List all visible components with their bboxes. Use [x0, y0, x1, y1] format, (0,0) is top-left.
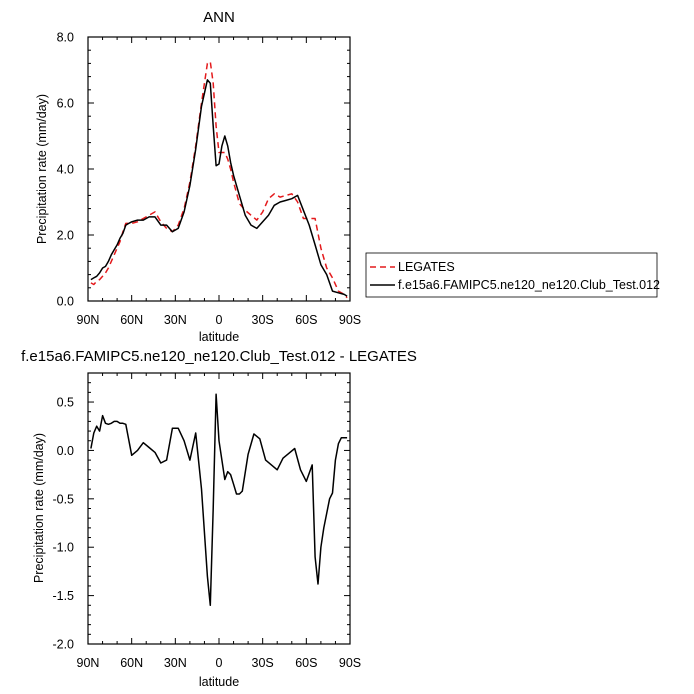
x-axis-label-2: latitude: [199, 675, 239, 689]
plot-frame-2: [87, 372, 351, 645]
x-tick-label: 60N: [120, 313, 143, 327]
x-axis-2: 90N 60N 30N 0 30S 60S 90S: [77, 373, 361, 670]
legend-box: [365, 252, 658, 298]
y-axis-label-2: Precipitation rate (mm/day): [32, 433, 46, 583]
y-axis-label: Precipitation rate (mm/day): [35, 94, 49, 244]
y-tick-label: 0.0: [57, 295, 74, 309]
chart-title: ANN: [203, 9, 235, 26]
x-axis: 90N 60N 30N 0 30S 60S 90S: [77, 37, 361, 327]
x-tick-label: 90N: [77, 313, 100, 327]
legend: LEGATES f.e15a6.FAMIPC5.ne120_ne120.Club…: [365, 252, 660, 298]
y-tick-label: 2.0: [57, 229, 74, 243]
y-axis-2: -2.0 -1.5 -1.0 -0.5 0.0 0.5: [52, 372, 350, 652]
y-tick-label: -1.5: [52, 589, 74, 603]
x-tick-label: 90N: [77, 656, 100, 670]
y-tick-label: -0.5: [52, 492, 74, 506]
x-tick-label: 30N: [164, 656, 187, 670]
legend-label-legates: LEGATES: [398, 260, 455, 274]
y-tick-label: 8.0: [57, 31, 74, 45]
series-line-difference: [90, 393, 348, 607]
series-line-legates: [90, 61, 348, 299]
difference-chart: f.e15a6.FAMIPC5.ne120_ne120.Club_Test.01…: [21, 348, 417, 689]
x-tick-label: 60N: [120, 656, 143, 670]
difference-line: [90, 393, 348, 607]
x-tick-label: 90S: [339, 313, 361, 327]
x-tick-label: 30S: [252, 313, 274, 327]
y-tick-label: 0.5: [57, 396, 74, 410]
y-tick-label: 0.0: [57, 444, 74, 458]
y-tick-label: -1.0: [52, 541, 74, 555]
x-tick-label: 90S: [339, 656, 361, 670]
y-tick-label: 4.0: [57, 163, 74, 177]
x-tick-label: 60S: [295, 656, 317, 670]
series-lines: [90, 61, 348, 299]
series-line-model: [90, 79, 348, 297]
legend-label-model: f.e15a6.FAMIPC5.ne120_ne120.Club_Test.01…: [398, 278, 660, 292]
y-tick-label: -2.0: [52, 638, 74, 652]
plot-frame: [87, 36, 351, 302]
difference-chart-title: f.e15a6.FAMIPC5.ne120_ne120.Club_Test.01…: [21, 348, 417, 365]
y-axis: 0.0 2.0 4.0 6.0 8.0: [57, 31, 350, 309]
x-tick-label: 0: [216, 656, 223, 670]
x-tick-label: 0: [216, 313, 223, 327]
x-axis-label: latitude: [199, 330, 239, 344]
x-tick-label: 30N: [164, 313, 187, 327]
y-tick-label: 6.0: [57, 97, 74, 111]
x-tick-label: 60S: [295, 313, 317, 327]
top-chart: ANN 90N 60N 30N 0 30S 60S 90S 0.02.04.06.08.0 …: [35, 9, 361, 344]
x-tick-label: 30S: [252, 656, 274, 670]
